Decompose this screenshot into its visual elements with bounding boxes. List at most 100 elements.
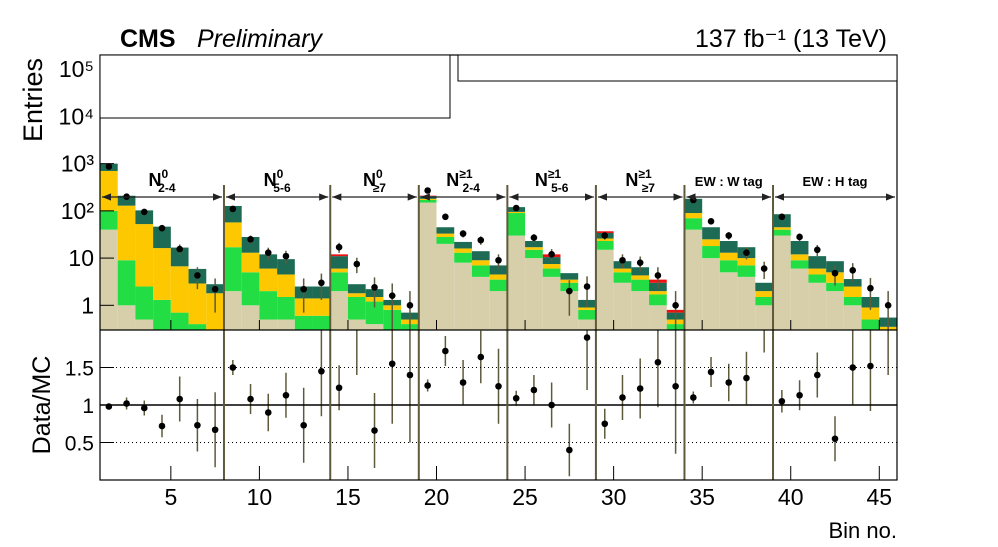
ratio-point (140, 404, 148, 412)
stack-segment (471, 265, 490, 277)
stack-segment (808, 274, 827, 283)
y-tick-label: 1 (81, 292, 94, 318)
stack-segment (188, 283, 207, 325)
stack-segment (489, 291, 508, 330)
data-point (778, 213, 786, 221)
x-tick-label: 20 (424, 484, 450, 510)
ratio-point (282, 391, 290, 399)
stack-segment (808, 256, 827, 269)
stack-segment (578, 309, 596, 320)
stack-segment (631, 275, 650, 280)
stack-segment (843, 305, 862, 330)
stack-segment (277, 319, 295, 330)
ratio-point (371, 427, 378, 434)
stack-segment (719, 260, 738, 273)
stack-segment (223, 222, 242, 248)
y-tick-label: 0.5 (65, 433, 94, 456)
data-point (300, 285, 307, 293)
ratio-point (707, 368, 715, 376)
data-point (867, 284, 874, 292)
stack-segment (330, 256, 348, 269)
data-point (459, 230, 467, 237)
x-axis-label: Bin no. (829, 518, 898, 543)
region-label-sup: ≥1 (638, 167, 652, 181)
stack-segment (719, 252, 738, 261)
ratio-point (831, 435, 839, 443)
stack-segment (241, 272, 260, 306)
stack-segment (153, 226, 171, 249)
ratio-point (211, 426, 219, 434)
stack-segment (702, 258, 720, 330)
stack-segment (153, 248, 171, 300)
stack-segment (790, 241, 809, 255)
data-point (690, 196, 697, 204)
ratio-point (318, 367, 325, 375)
stack-segment (117, 260, 136, 306)
stack-segment (259, 268, 278, 292)
stack-segment (100, 229, 118, 330)
x-tick-label: 25 (512, 484, 538, 510)
region-label-sup: 0 (376, 167, 383, 181)
stack-segment (843, 286, 862, 297)
stack-segment (135, 210, 154, 225)
stack-segment (595, 241, 614, 250)
stack-segment (117, 195, 136, 206)
data-point (211, 285, 219, 293)
stack-segment (613, 268, 632, 273)
stack-segment (578, 307, 596, 310)
stack-segment (330, 254, 348, 257)
region-label-sub: 2-4 (463, 181, 481, 195)
ratio-point (743, 374, 750, 382)
ratio-point (672, 382, 679, 390)
ratio-point (477, 353, 485, 361)
stack-segment (241, 305, 260, 330)
ratio-axis-label: Data/MC (28, 356, 56, 455)
region-label-sub: 5-6 (551, 181, 569, 195)
region-label-sup: 0 (161, 167, 168, 181)
stack-segment (595, 249, 614, 330)
stack-segment (808, 268, 827, 275)
stack-segment (808, 282, 827, 330)
region-label: N≥1 2-4 (446, 167, 480, 195)
data-point (282, 252, 290, 260)
stack-segment (170, 247, 189, 267)
data-point (495, 256, 502, 264)
y-axis-label: Entries (18, 58, 48, 142)
ratio-point (442, 347, 449, 355)
stack-segment (153, 299, 171, 330)
y-tick-label: 10⁴ (59, 103, 94, 129)
stack-segment (649, 305, 667, 330)
stack-segment (117, 205, 136, 261)
ratio-point (583, 334, 591, 341)
stack-segment (755, 296, 774, 306)
stack-segment (702, 227, 720, 240)
data-point (884, 302, 892, 309)
region-label-main: N (363, 170, 376, 190)
stack-segment (790, 254, 809, 261)
stack-segment (135, 286, 154, 320)
data-point (247, 236, 254, 243)
stack-segment (436, 233, 455, 237)
stack-segment (100, 170, 118, 211)
data-point (636, 259, 644, 266)
data-point (105, 163, 113, 170)
ratio-point (867, 362, 874, 370)
stack-segment (826, 291, 844, 330)
stack-segment (365, 301, 384, 325)
stack-segment (188, 324, 207, 330)
stack-segment (702, 246, 720, 259)
stack-segment (312, 315, 331, 330)
ratio-point (796, 391, 803, 399)
stack-segment (223, 247, 242, 292)
stack-segment (489, 279, 508, 292)
stack-segment (826, 282, 844, 292)
ratio-point (512, 394, 520, 402)
region-label-sup: 0 (277, 167, 284, 181)
region-label: N0 2-4 (148, 167, 175, 195)
y-tick-label: 10 (68, 245, 94, 271)
stack-segment (525, 249, 543, 259)
stack-segment (454, 248, 472, 253)
stack-segment (347, 284, 366, 294)
stack-segment (649, 294, 667, 306)
stack-segment (525, 241, 543, 248)
